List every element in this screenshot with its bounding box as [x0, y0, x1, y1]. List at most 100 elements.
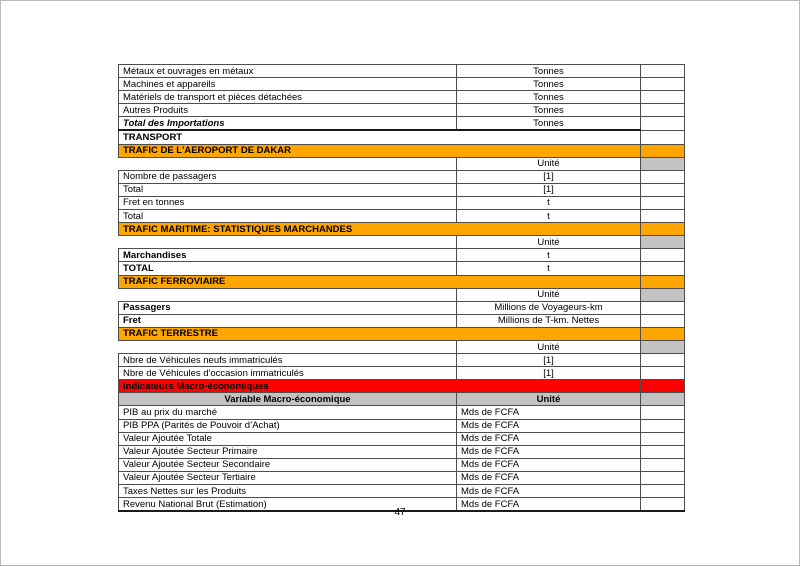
row-unit-cell: Mds de FCFA [456, 470, 641, 486]
table-row: Unité [118, 339, 685, 355]
value-header-cell [640, 287, 685, 302]
row-value-cell [640, 129, 685, 145]
row-label-cell: PIB au prix du marché [118, 405, 457, 420]
orange-section-header-cell: TRAFIC TERRESTRE [118, 326, 641, 341]
row-label-cell: Matériels de transport et pièces détaché… [118, 90, 457, 105]
row-label-cell: Nbre de Véhicules neufs immatriculés [118, 353, 457, 368]
row-value-cell [640, 457, 685, 472]
empty-label-cell [118, 287, 457, 302]
row-value-cell [640, 353, 685, 368]
unit-header-cell: Unité [456, 287, 641, 302]
empty-label-cell [118, 156, 457, 171]
row-unit-cell: Tonnes [456, 63, 641, 79]
table-row: Taxes Nettes sur les Produits Mds de FCFA [118, 483, 685, 499]
row-unit-cell: Mds de FCFA [456, 431, 641, 446]
orange-section-value-cell [640, 274, 685, 289]
table-row: Unité [118, 287, 685, 302]
orange-section-value-cell [640, 326, 685, 341]
row-label-cell: TOTAL [118, 261, 457, 276]
statistics-table: Métaux et ouvrages en métaux Tonnes Machin… [118, 63, 685, 513]
unit-header-cell: Unité [456, 339, 641, 355]
row-value-cell [640, 116, 685, 131]
orange-section-value-cell [640, 222, 685, 237]
row-label-cell: Nombre de passagers [118, 169, 457, 184]
row-unit-cell: Mds de FCFA [456, 497, 641, 513]
row-value-cell [640, 103, 685, 118]
row-label-cell: Passagers [118, 300, 457, 315]
table-row: Unité [118, 156, 685, 171]
table-row: Autres Produits Tonnes [118, 103, 685, 118]
table-row: Métaux et ouvrages en métaux Tonnes [118, 63, 685, 79]
table-row: Marchandises t [118, 248, 685, 263]
empty-label-cell [118, 235, 457, 250]
row-unit-cell: Millions de T-km. Nettes [456, 313, 641, 328]
row-value-cell [640, 405, 685, 420]
row-unit-cell: [1] [456, 366, 641, 381]
row-label-cell: PIB PPA (Parités de Pouvoir d’Achat) [118, 418, 457, 433]
page-number: 47 [394, 507, 406, 518]
row-label-cell: Total [118, 209, 457, 224]
row-label-cell: Marchandises [118, 248, 457, 263]
row-unit-cell: Millions de Voyageurs-km [456, 300, 641, 315]
table-row: TRAFIC DE L'AEROPORT DE DAKAR [118, 143, 685, 158]
table-row: Nbre de Véhicules d'occasion immatriculé… [118, 366, 685, 381]
table-row: TOTAL t [118, 261, 685, 276]
row-value-cell [640, 366, 685, 381]
row-label-cell: Valeur Ajoutée Totale [118, 431, 457, 446]
table-row: PIB PPA (Parités de Pouvoir d’Achat) Mds … [118, 418, 685, 433]
table-row: Passagers Millions de Voyageurs-km [118, 300, 685, 315]
red-section-header-cell: Indicateurs Macro-économiques [118, 379, 641, 394]
row-value-cell [640, 261, 685, 276]
table-row: Indicateurs Macro-économiques [118, 379, 685, 394]
row-value-cell [640, 90, 685, 105]
table-row: TRAFIC FERROVIAIRE [118, 274, 685, 289]
row-unit-cell: t [456, 248, 641, 263]
row-value-cell [640, 444, 685, 459]
row-value-cell [640, 248, 685, 263]
section-title-cell: TRANSPORT [118, 129, 641, 145]
orange-section-value-cell [640, 143, 685, 158]
orange-section-header-cell: TRAFIC DE L'AEROPORT DE DAKAR [118, 143, 641, 158]
table-row: Nombre de passagers [1] [118, 169, 685, 184]
table-row: TRAFIC TERRESTRE [118, 326, 685, 341]
row-label-cell: Métaux et ouvrages en métaux [118, 63, 457, 79]
row-value-cell [640, 182, 685, 197]
row-label-cell: Autres Produits [118, 103, 457, 118]
variable-header-cell: Variable Macro-économique [118, 392, 457, 407]
row-value-cell [640, 431, 685, 446]
row-value-cell [640, 497, 685, 513]
row-value-cell [640, 63, 685, 79]
row-value-cell [640, 483, 685, 499]
row-unit-cell: t [456, 261, 641, 276]
row-label-cell: Revenu National Brut (Estimation) [118, 497, 457, 513]
row-value-cell [640, 169, 685, 184]
table-row: PIB au prix du marché Mds de FCFA [118, 405, 685, 420]
row-unit-cell: t [456, 209, 641, 224]
empty-label-cell [118, 339, 457, 355]
row-value-cell [640, 418, 685, 433]
stats-table-body: Métaux et ouvrages en métaux Tonnes Machin… [118, 63, 685, 513]
table-row: Nbre de Véhicules neufs immatriculés [1] [118, 353, 685, 368]
row-label-cell: Valeur Ajoutée Secteur Secondaire [118, 457, 457, 472]
value-header-cell [640, 339, 685, 355]
table-row: Valeur Ajoutée Secteur Tertiaire Mds de F… [118, 470, 685, 486]
table-row: Total des Importations Tonnes [118, 116, 685, 132]
row-label-cell: Machines et appareils [118, 77, 457, 92]
value-header-cell [640, 235, 685, 250]
orange-section-header-cell: TRAFIC MARITIME: STATISTIQUES MARCHANDES [118, 222, 641, 237]
row-value-cell [640, 470, 685, 486]
row-value-cell [640, 300, 685, 315]
table-row: TRANSPORT [118, 129, 685, 145]
table-row: Valeur Ajoutée Totale Mds de FCFA [118, 431, 685, 446]
value-header-cell [640, 392, 685, 407]
table-row: Variable Macro-économique Unité [118, 392, 685, 407]
table-row: Total [1] [118, 182, 685, 197]
orange-section-header-cell: TRAFIC FERROVIAIRE [118, 274, 641, 289]
row-label-cell: Taxes Nettes sur les Produits [118, 483, 457, 499]
row-label-cell: Total [118, 182, 457, 197]
row-unit-cell: Mds de FCFA [456, 483, 641, 499]
row-unit-cell: Mds de FCFA [456, 444, 641, 459]
table-row: Matériels de transport et pièces détaché… [118, 90, 685, 105]
unit-header-cell: Unité [456, 392, 641, 407]
